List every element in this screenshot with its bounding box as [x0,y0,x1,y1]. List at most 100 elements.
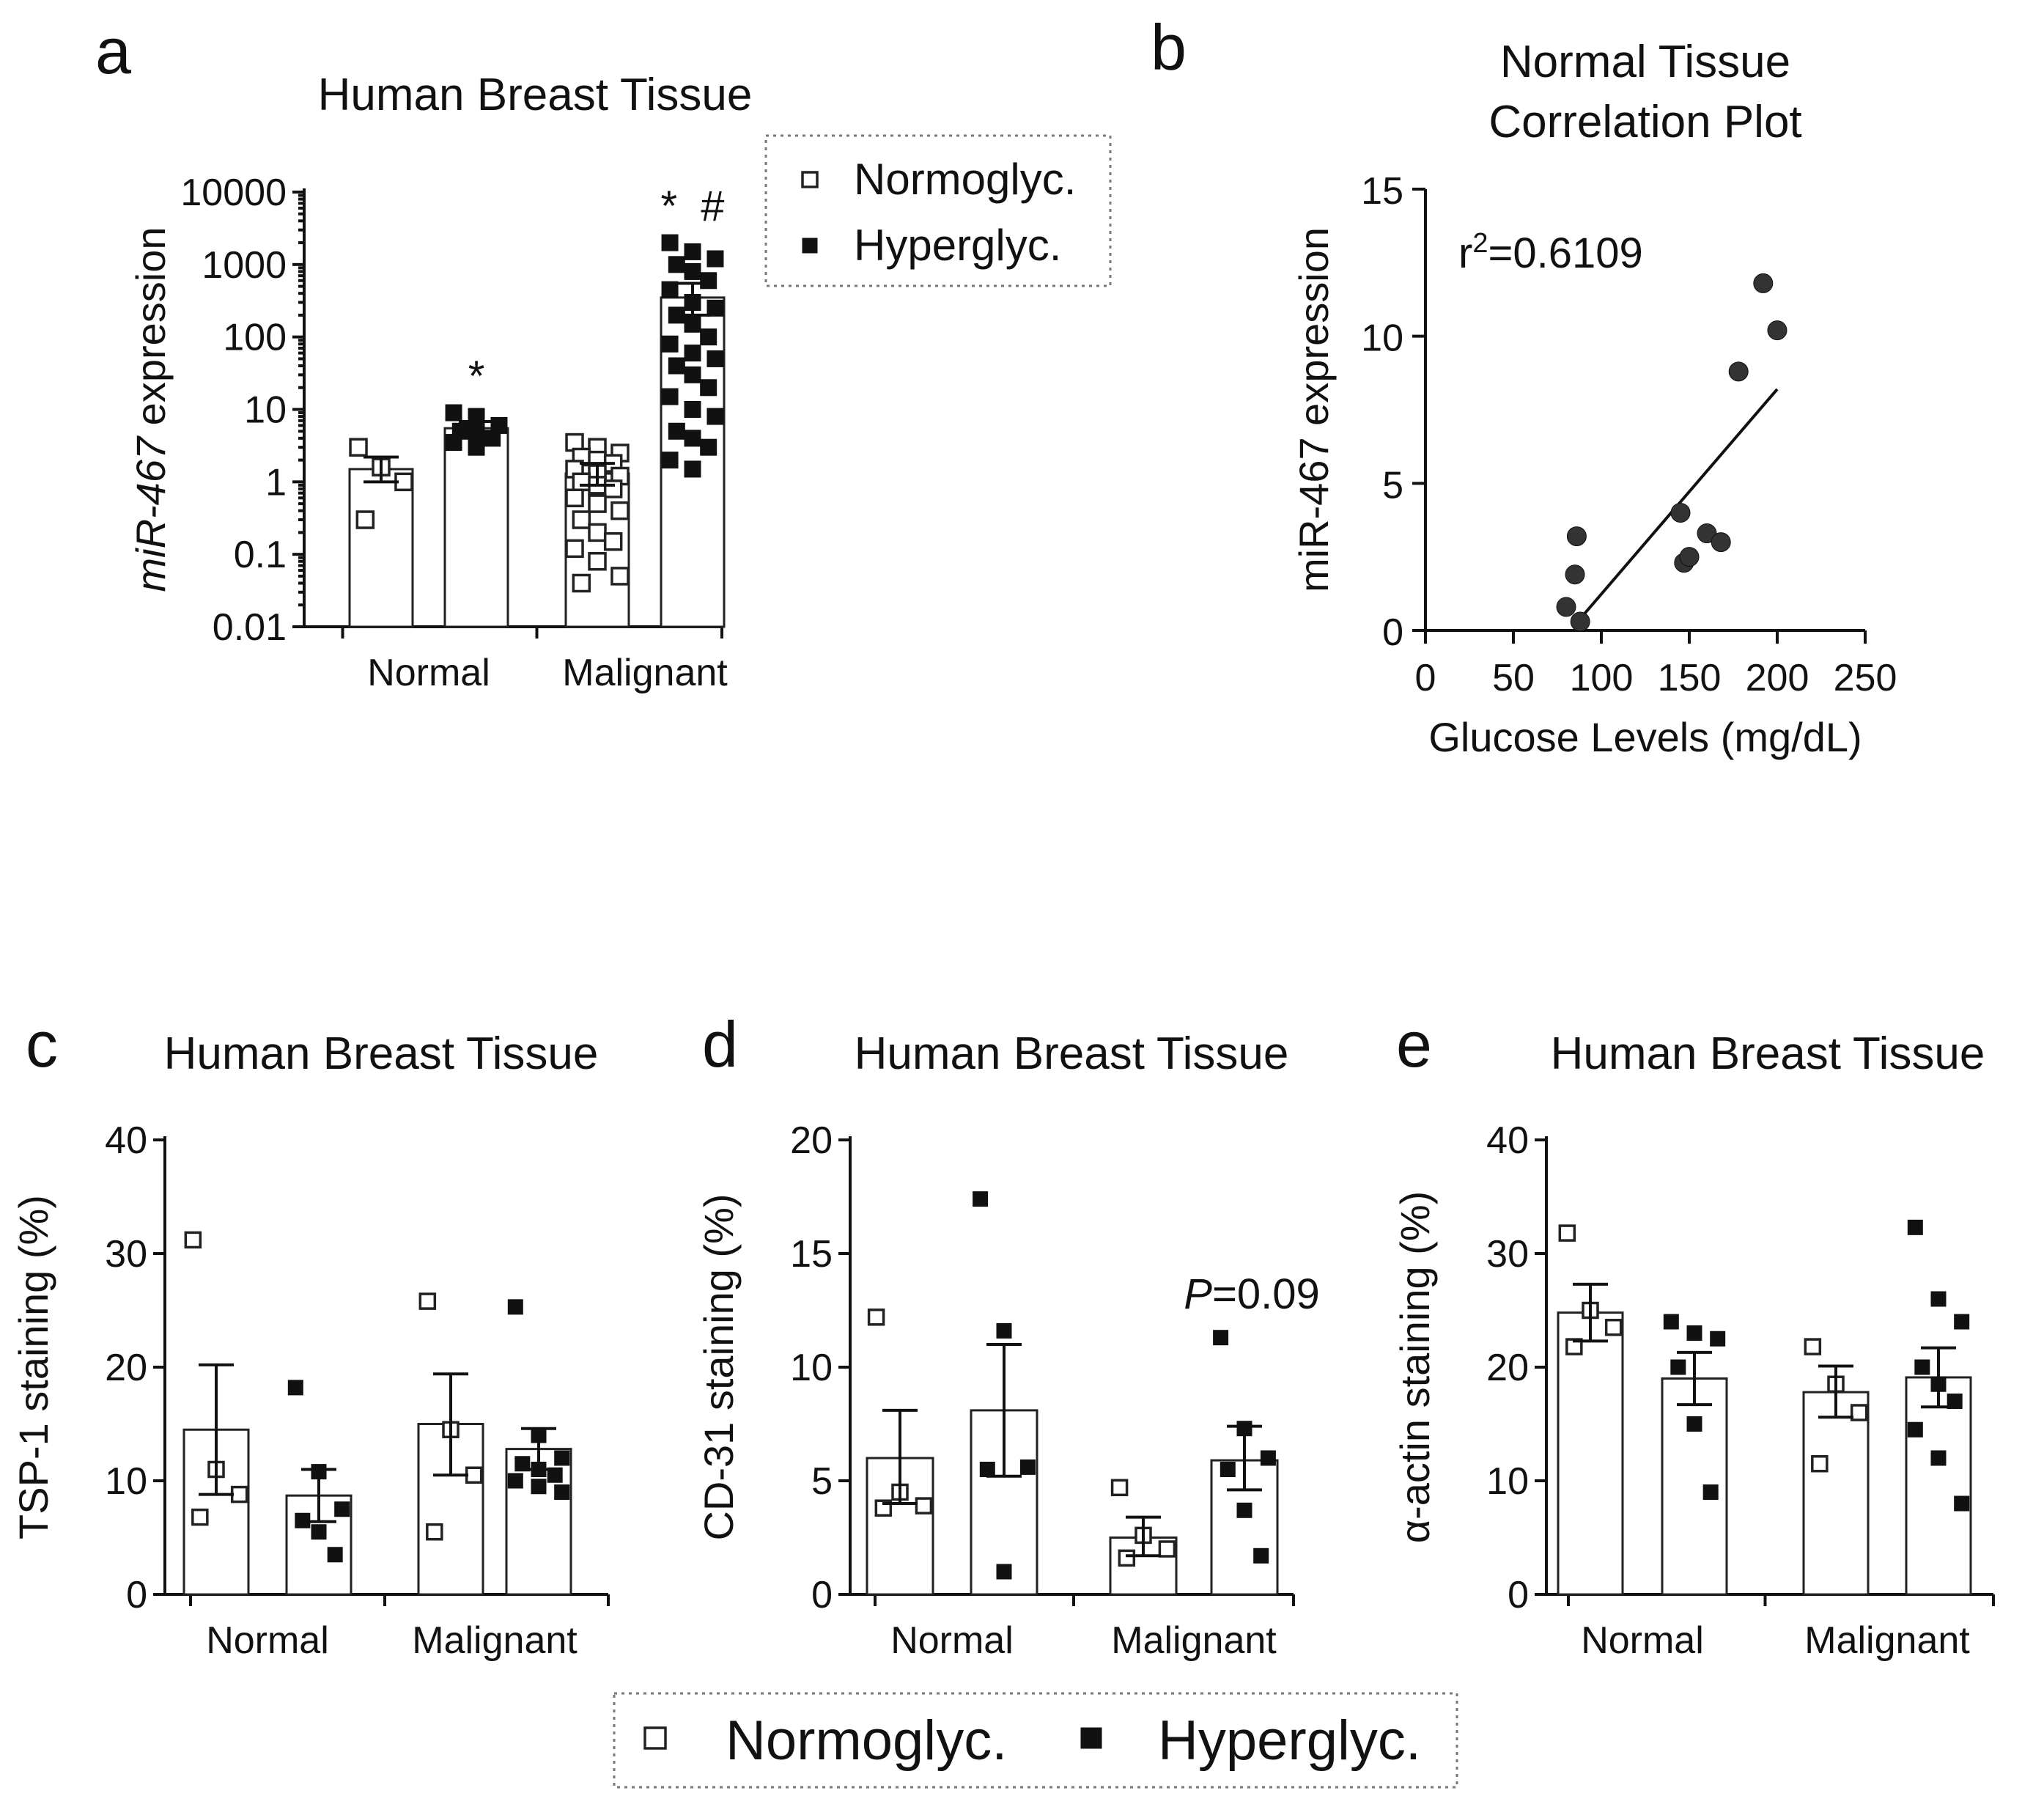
bottom-legend: Normoglyc. Hyperglyc. [613,1692,1458,1789]
y-axis-label-b: miR-467 expression [1291,227,1337,592]
bottom-legend-box [613,1692,1458,1789]
data-point-d [915,1497,933,1515]
data-point-e [1710,1331,1726,1347]
panel-letter-e: e [1396,1008,1432,1081]
y-axis-label-a: miR-467 expression [128,227,174,592]
panel-title-e: Human Breast Tissue [1551,1028,1985,1079]
data-point-a [684,345,701,362]
scatter-point [1728,361,1749,382]
data-point-a [668,256,685,273]
data-point-c [554,1484,570,1500]
category-label-c: Normal [206,1619,329,1662]
x-tick-label-b: 200 [1746,657,1809,699]
panel-letter-d: d [702,1008,738,1081]
data-point-a [445,434,462,452]
data-point-e [1558,1224,1576,1242]
data-point-a [572,573,591,593]
y-tick-label-d: 20 [790,1119,833,1162]
y-tick-label-e: 30 [1486,1233,1529,1276]
category-label-d: Normal [890,1619,1014,1662]
y-tick-label-d: 5 [811,1460,833,1503]
data-point-e [1850,1404,1868,1421]
y-axis-label-c: TSP-1 staining (%) [10,1195,56,1539]
data-point-a [684,243,701,260]
data-point-a [661,452,679,469]
data-point-a [684,315,701,333]
bottom-legend-label-hyper: Hyperglyc. [1158,1709,1421,1772]
data-point-e [1930,1450,1947,1466]
bar-a [348,468,414,628]
y-tick-label-a: 0.01 [213,606,287,649]
y-tick-label-c: 20 [105,1347,147,1389]
data-point-a [588,523,607,542]
y-axis-label-rest: expression [128,227,174,437]
panel-title-b: Normal Tissue [1500,37,1790,87]
x-tick-label-b: 150 [1658,657,1722,699]
y-tick-label-e: 40 [1486,1119,1529,1162]
data-point-e [1930,1291,1947,1307]
data-point-a [706,299,724,317]
data-point-a [661,388,679,405]
data-point-c [191,1508,209,1526]
data-point-a [565,539,584,559]
data-point-e [1954,1495,1970,1512]
data-point-e [1663,1314,1679,1330]
data-point-c [418,1292,437,1310]
y-tick-label-c: 0 [126,1574,147,1616]
data-point-e [1811,1455,1829,1473]
panel-letter-a: a [95,15,131,87]
y-tick-label-e: 20 [1486,1347,1529,1389]
category-label-a: Normal [367,652,490,694]
data-point-c [531,1479,547,1495]
bottom-legend-label-normo: Normoglyc. [726,1709,1007,1772]
data-point-a [445,404,462,422]
significance-annotation-a: * # [660,183,724,230]
panel-title-d: Human Breast Tissue [855,1028,1289,1079]
bar-e [1802,1391,1870,1596]
data-point-a [484,430,501,447]
data-point-c [507,1473,523,1489]
y-axis-label-d: CD-31 staining (%) [696,1193,742,1540]
data-point-a [668,357,685,375]
data-point-a [700,272,717,290]
data-point-d [1213,1330,1229,1346]
legend-marker-hyper [802,238,818,254]
scatter-point [1556,597,1576,617]
data-point-a [706,250,724,268]
category-label-d: Malignant [1111,1619,1277,1662]
data-point-e [1686,1416,1702,1432]
x-tick-label-b: 0 [1415,657,1436,699]
data-point-a [700,379,717,397]
data-point-d [867,1309,885,1326]
data-point-a [706,408,724,425]
scatter-point [1566,526,1587,547]
data-point-e [1670,1359,1686,1375]
y-tick-label-b: 10 [1361,317,1403,360]
y-tick-label-d: 10 [790,1347,833,1389]
y-tick-label-d: 0 [811,1574,833,1616]
data-point-a [603,479,623,498]
data-point-e [1907,1219,1923,1235]
scatter-point [1679,547,1700,567]
data-point-c [465,1466,483,1484]
data-point-a [700,438,717,456]
bar-a [443,427,509,628]
significance-annotation-d: P=0.09 [1184,1270,1319,1318]
data-point-a [610,501,630,520]
data-point-c [426,1523,443,1541]
data-point-d [996,1564,1012,1580]
data-point-e [1702,1484,1719,1500]
data-point-d [1019,1459,1036,1475]
bar-e [1905,1376,1972,1596]
data-point-a [588,494,607,513]
bar-d [970,1409,1038,1596]
scatter-point [1670,502,1691,523]
data-point-a [468,438,485,456]
data-point-e [1804,1338,1822,1355]
data-point-e [1954,1314,1970,1330]
data-point-a [684,401,701,418]
y-tick-label-c: 40 [105,1119,147,1162]
data-point-a [661,234,679,251]
data-point-d [973,1191,989,1207]
